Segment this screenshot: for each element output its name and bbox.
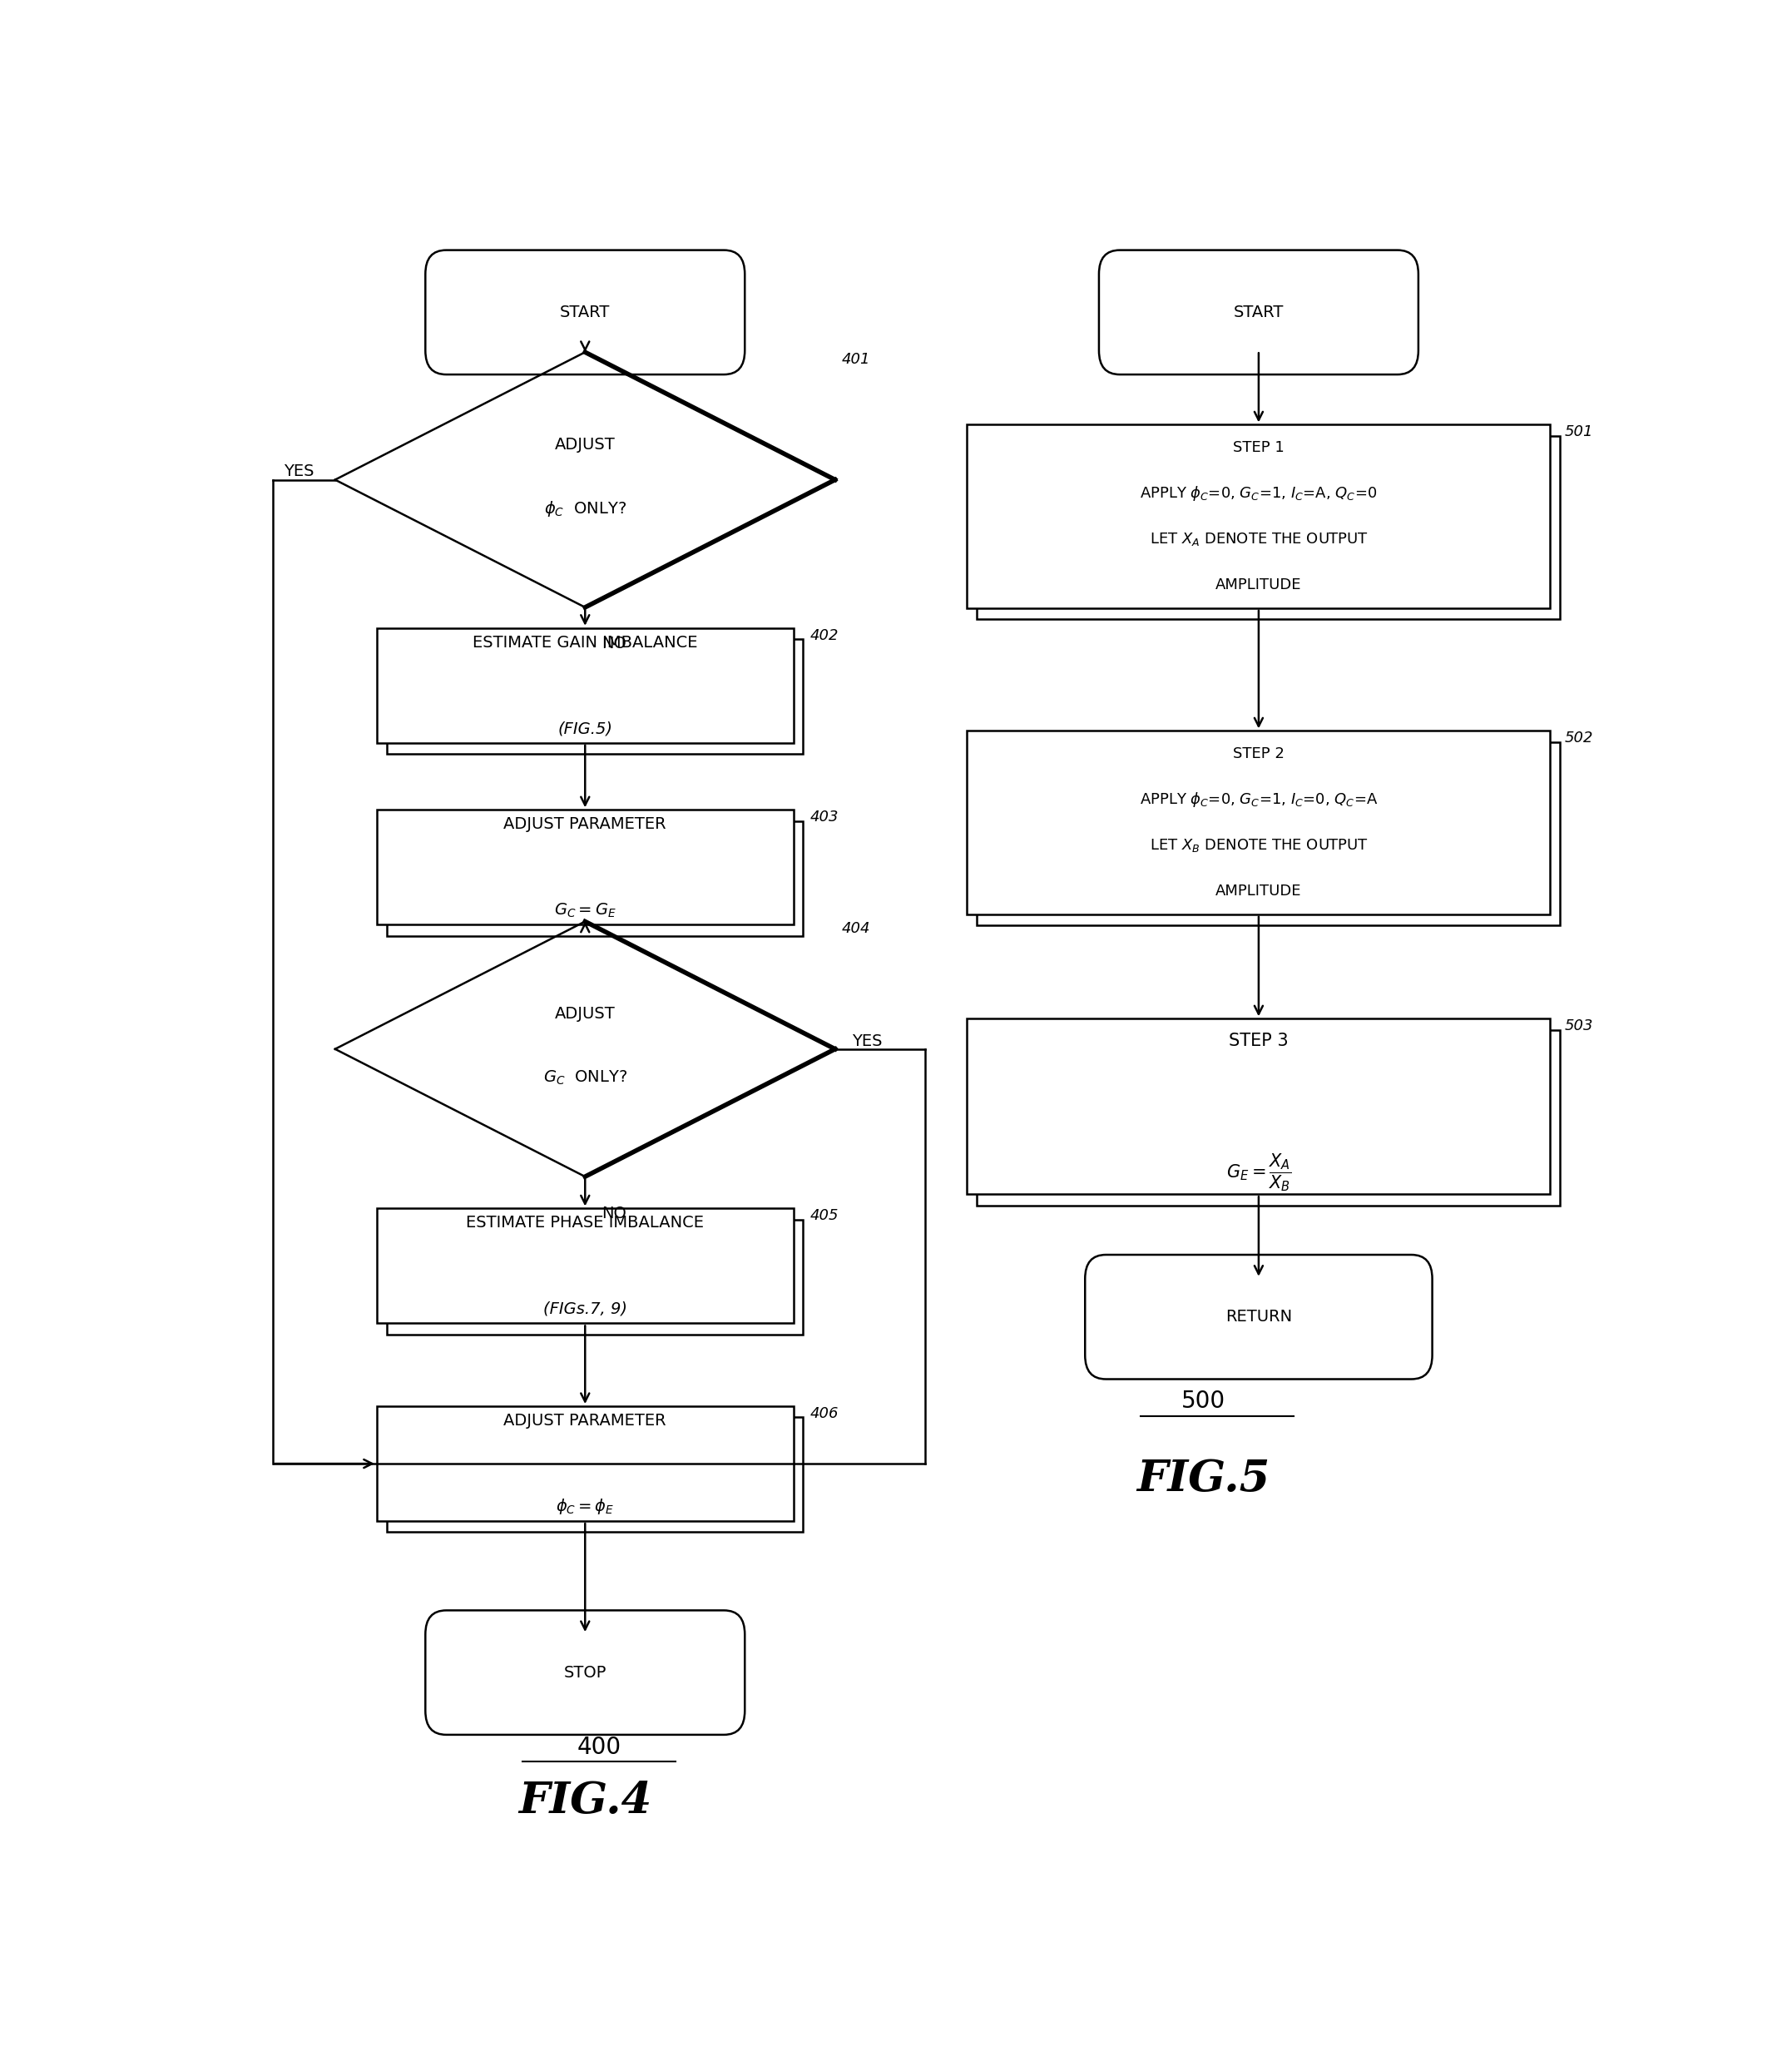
Text: (FIGs.7, 9): (FIGs.7, 9): [543, 1301, 627, 1317]
Text: NO: NO: [602, 1205, 627, 1222]
Text: (FIG.5): (FIG.5): [557, 721, 613, 737]
Text: AMPLITUDE: AMPLITUDE: [1215, 884, 1301, 899]
Text: 405: 405: [810, 1209, 839, 1224]
Text: ADJUST PARAMETER: ADJUST PARAMETER: [504, 816, 667, 833]
Bar: [387, 1220, 803, 1334]
Text: 502: 502: [1564, 731, 1593, 746]
Bar: [376, 1406, 794, 1520]
Text: 402: 402: [810, 628, 839, 642]
Bar: [387, 820, 803, 936]
Text: 404: 404: [842, 922, 871, 936]
Text: STOP: STOP: [564, 1665, 606, 1680]
Text: ADJUST PARAMETER: ADJUST PARAMETER: [504, 1412, 667, 1429]
Text: $G_C=G_E$: $G_C=G_E$: [554, 901, 616, 920]
Text: LET $X_A$ DENOTE THE OUTPUT: LET $X_A$ DENOTE THE OUTPUT: [1149, 530, 1367, 547]
Text: APPLY $\phi_C$=0, $G_C$=1, $I_C$=A, $Q_C$=0: APPLY $\phi_C$=0, $G_C$=1, $I_C$=A, $Q_C…: [1140, 485, 1378, 503]
Text: 400: 400: [577, 1735, 622, 1758]
Text: STEP 2: STEP 2: [1233, 746, 1285, 762]
FancyBboxPatch shape: [425, 1611, 745, 1735]
Text: ESTIMATE PHASE IMBALANCE: ESTIMATE PHASE IMBALANCE: [466, 1216, 704, 1230]
Text: STEP 1: STEP 1: [1233, 441, 1285, 456]
Text: LET $X_B$ DENOTE THE OUTPUT: LET $X_B$ DENOTE THE OUTPUT: [1149, 837, 1367, 853]
Text: RETURN: RETURN: [1226, 1309, 1292, 1325]
FancyBboxPatch shape: [1086, 1255, 1432, 1379]
Text: $G_E=\dfrac{X_A}{X_B}$: $G_E=\dfrac{X_A}{X_B}$: [1226, 1151, 1292, 1193]
Text: STEP 3: STEP 3: [1229, 1031, 1288, 1050]
Text: $G_C$  ONLY?: $G_C$ ONLY?: [543, 1069, 627, 1087]
Text: START: START: [559, 304, 611, 321]
Text: APPLY $\phi_C$=0, $G_C$=1, $I_C$=0, $Q_C$=A: APPLY $\phi_C$=0, $G_C$=1, $I_C$=0, $Q_C…: [1140, 791, 1378, 810]
Bar: [977, 1029, 1561, 1205]
Bar: [387, 640, 803, 754]
Text: 503: 503: [1564, 1019, 1593, 1033]
Text: 501: 501: [1564, 425, 1593, 439]
Bar: [376, 810, 794, 924]
Text: 500: 500: [1181, 1390, 1226, 1412]
Bar: [376, 628, 794, 743]
Bar: [376, 1209, 794, 1323]
Bar: [968, 731, 1550, 913]
Bar: [977, 741, 1561, 926]
Text: YES: YES: [283, 464, 314, 480]
Text: $\phi_C=\phi_E$: $\phi_C=\phi_E$: [556, 1497, 615, 1516]
Bar: [387, 1417, 803, 1533]
Text: ADJUST: ADJUST: [556, 437, 615, 454]
Text: $\phi_C$  ONLY?: $\phi_C$ ONLY?: [545, 499, 625, 518]
Text: FIG.5: FIG.5: [1136, 1458, 1271, 1499]
Bar: [968, 1019, 1550, 1195]
Text: 403: 403: [810, 810, 839, 824]
Text: 406: 406: [810, 1406, 839, 1421]
Text: ESTIMATE GAIN IMBALANCE: ESTIMATE GAIN IMBALANCE: [473, 634, 697, 650]
Text: NO: NO: [602, 636, 627, 652]
FancyBboxPatch shape: [425, 251, 745, 375]
Text: 401: 401: [842, 352, 871, 367]
Text: START: START: [1233, 304, 1283, 321]
Bar: [968, 425, 1550, 609]
Text: AMPLITUDE: AMPLITUDE: [1215, 578, 1301, 592]
FancyBboxPatch shape: [1098, 251, 1419, 375]
Text: FIG.4: FIG.4: [518, 1779, 652, 1822]
Bar: [977, 435, 1561, 619]
Text: YES: YES: [851, 1033, 882, 1050]
Text: ADJUST: ADJUST: [556, 1007, 615, 1021]
